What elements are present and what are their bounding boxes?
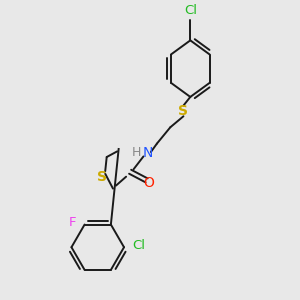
Text: N: N	[142, 146, 153, 161]
Text: H: H	[132, 146, 141, 159]
Text: Cl: Cl	[133, 239, 146, 252]
Text: S: S	[178, 104, 188, 118]
Text: S: S	[97, 170, 107, 184]
Text: Cl: Cl	[184, 4, 197, 17]
Text: F: F	[68, 216, 76, 229]
Text: O: O	[144, 176, 154, 190]
